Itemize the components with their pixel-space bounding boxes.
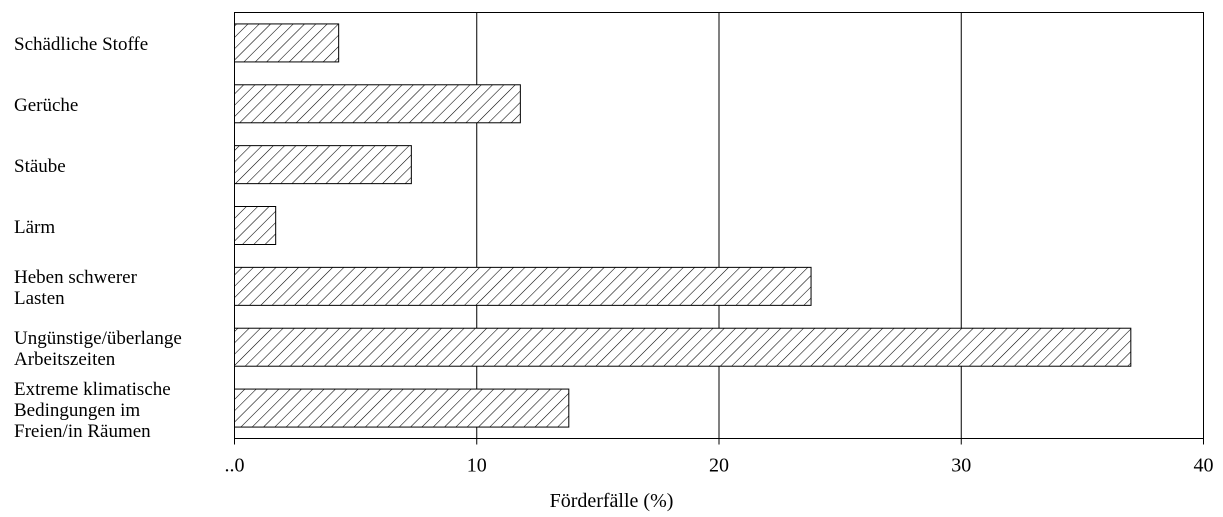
category-label: Schädliche Stoffe	[14, 34, 149, 56]
category-label: Heben schwerer Lasten	[14, 267, 137, 310]
bars	[234, 23, 1132, 428]
category-label: Gerüche	[14, 95, 79, 117]
bar	[234, 84, 521, 124]
x-tick-label: 10	[467, 455, 487, 477]
category-label: Lärm	[14, 217, 56, 238]
x-axis-label: Förderfälle (%)	[549, 490, 674, 512]
x-tick-label: 20	[709, 455, 729, 477]
bar	[234, 388, 570, 428]
x-tick-label: 30	[951, 455, 971, 477]
bar	[234, 327, 1132, 367]
bar	[234, 23, 340, 63]
x-tick-label: 40	[1194, 455, 1214, 477]
x-tick-label: ..0	[225, 455, 245, 477]
bar	[234, 206, 277, 245]
bar	[234, 145, 412, 185]
category-label: Extreme klimatische Bedingungen im Freie…	[14, 378, 171, 442]
gridlines	[476, 12, 962, 439]
category-label: Ungünstige/überlange Arbeitszeiten	[14, 328, 182, 371]
category-label: Stäube	[14, 156, 66, 178]
bar	[234, 266, 812, 306]
x-ticks: ..0 10 20 30 40	[225, 438, 1214, 477]
